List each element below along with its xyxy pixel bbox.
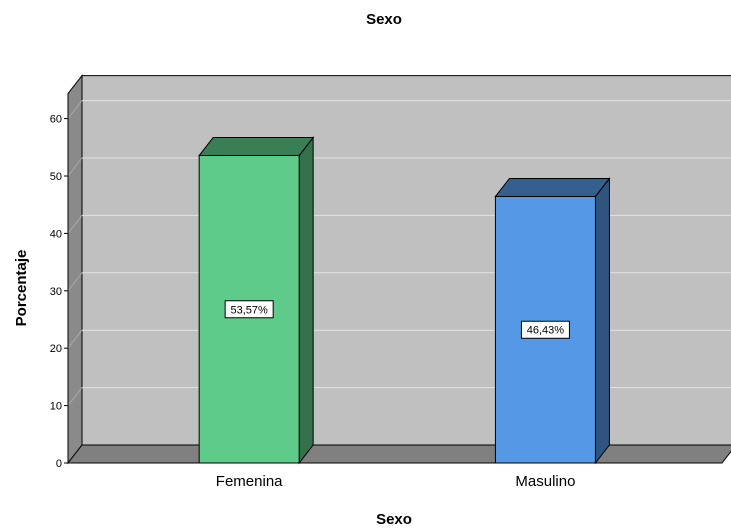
bar-side-1 xyxy=(298,136,314,465)
x-tick-label: Masulino xyxy=(515,473,575,490)
data-label-box xyxy=(520,320,570,339)
y-tick-label: 50 xyxy=(50,171,62,183)
plot-area: 0 10 20 30 40 50 60 53,57% Femenina 46,43% Masulin… xyxy=(50,74,731,490)
bar-top-2 xyxy=(494,177,611,197)
gridline-side xyxy=(67,157,83,177)
x-axis-title: Sexo xyxy=(376,511,412,528)
gridline-side xyxy=(67,100,83,119)
y-tick-label: 40 xyxy=(50,228,62,240)
x-tick-label: Femenina xyxy=(216,473,283,490)
floor xyxy=(66,444,731,464)
data-label-box xyxy=(224,300,274,319)
back-wall xyxy=(81,75,731,446)
bar-top-1 xyxy=(198,137,315,157)
gridline-side xyxy=(67,272,83,292)
y-tick-label: 60 xyxy=(50,114,62,126)
y-tick-label: 0 xyxy=(56,458,62,470)
y-tick-label: 10 xyxy=(50,401,62,413)
data-label: 53,57% xyxy=(231,304,269,316)
y-tick-label: 30 xyxy=(50,286,62,298)
gridline-side xyxy=(67,387,83,406)
gridline-side xyxy=(67,329,83,349)
gridline-side xyxy=(67,215,83,234)
data-label: 46,43% xyxy=(527,325,565,337)
bar-side-2 xyxy=(594,177,610,465)
chart-title: Sexo xyxy=(366,11,402,28)
side-wall xyxy=(67,74,83,465)
y-axis-title: Porcentaje xyxy=(13,250,30,327)
y-tick-label: 20 xyxy=(50,343,62,355)
